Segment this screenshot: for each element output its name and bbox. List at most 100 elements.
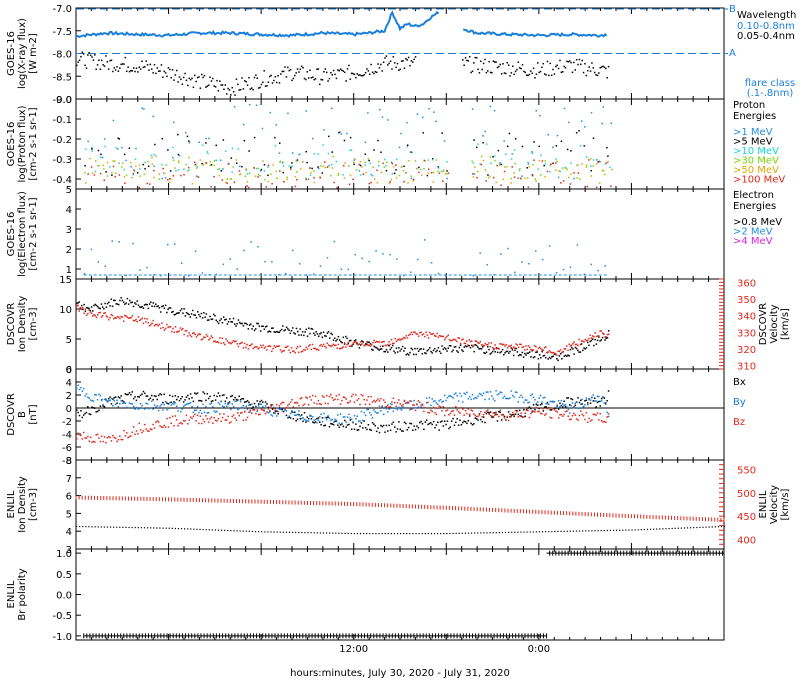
dscovr-b-point (550, 400, 553, 403)
dscovr-velocity-point (496, 347, 499, 350)
proton-point (262, 160, 264, 162)
proton-point (87, 140, 89, 143)
dscovr-b-point (225, 419, 228, 421)
dscovr-density-point (295, 327, 298, 330)
dscovr-b-point (350, 418, 353, 421)
dscovr-density-point (247, 328, 250, 330)
dscovr-density-point (311, 328, 314, 330)
proton-point (286, 176, 288, 179)
xray-short-point (405, 58, 407, 60)
proton-point (232, 166, 234, 168)
dscovr-b-point (216, 420, 218, 422)
dscovr-velocity-point (417, 335, 420, 337)
dscovr-b-point (586, 402, 589, 404)
dscovr-b-point (169, 402, 171, 404)
dscovr-b-point (538, 410, 540, 413)
dscovr-b-point (285, 409, 288, 412)
xray-short-point (313, 78, 315, 81)
enlil-density-point (649, 528, 652, 530)
dscovr-velocity-point (272, 347, 274, 350)
proton-point (384, 158, 386, 161)
proton-point (597, 161, 599, 163)
dscovr-density-point (545, 357, 547, 359)
xray-short-point (341, 69, 343, 72)
proton-point (167, 149, 169, 151)
dscovr-velocity-point (264, 346, 267, 348)
dscovr-velocity-point (179, 327, 182, 329)
dscovr-density-point (359, 344, 362, 346)
proton-point (482, 141, 484, 144)
enlil-density-point (359, 532, 362, 535)
dscovr-density-point (146, 303, 148, 306)
dscovr-velocity-tick-label: 310 (737, 362, 756, 373)
proton-point (569, 183, 572, 185)
proton-point (275, 124, 278, 126)
xray-short-point (296, 68, 299, 70)
dscovr-density-y-tick-label: 0 (66, 365, 72, 376)
proton-point (349, 174, 352, 177)
dscovr-velocity-point (607, 333, 610, 335)
dscovr-density-point (98, 307, 100, 309)
dscovr-b-point (596, 412, 599, 414)
proton-point (435, 159, 438, 161)
dscovr-b-point (244, 411, 246, 413)
proton-point (161, 137, 164, 140)
xray-short-point (280, 73, 282, 75)
proton-point (286, 178, 289, 181)
dscovr-b-point (570, 418, 572, 420)
dscovr-density-point (470, 344, 473, 347)
dscovr-velocity-point (109, 316, 111, 319)
dscovr-b-point (291, 410, 293, 412)
dscovr-b-point (346, 402, 349, 404)
dscovr-b-point (567, 415, 570, 417)
proton-point (583, 126, 586, 128)
xray-long-line (75, 10, 440, 39)
proton-point (575, 132, 578, 134)
dscovr-density-point (343, 343, 346, 345)
enlil-density-point (640, 529, 642, 531)
proton-point (442, 180, 444, 182)
dscovr-velocity-point (451, 339, 453, 342)
dscovr-velocity-point (273, 345, 275, 347)
dscovr-velocity-point (225, 338, 227, 340)
enlil-density-point (705, 526, 707, 528)
dscovr-velocity-point (134, 319, 136, 322)
dscovr-b-point (370, 414, 372, 416)
xray-short-point (302, 66, 304, 69)
enlil-density-point (322, 532, 325, 534)
proton-point (114, 175, 116, 178)
enlil-density-point (193, 528, 195, 530)
dscovr-velocity-point (410, 331, 412, 334)
dscovr-b-point (125, 393, 128, 396)
proton-point (141, 107, 143, 109)
dscovr-b-point (284, 407, 286, 410)
dscovr-velocity-point (591, 335, 594, 337)
enlil-density-point (659, 528, 661, 530)
proton-point (540, 154, 542, 156)
xray-short-point (277, 75, 279, 77)
dscovr-b-point (331, 423, 333, 425)
dscovr-b-point (388, 408, 390, 410)
xray-short-point (149, 63, 152, 66)
dscovr-density-point (205, 313, 208, 315)
proton-point (562, 180, 565, 182)
dscovr-density-point (273, 331, 275, 333)
xray-short-point (174, 74, 177, 76)
proton-point (337, 172, 340, 175)
dscovr-b-point (342, 416, 345, 418)
dscovr-b-point (214, 419, 217, 422)
dscovr-velocity-point (282, 350, 284, 352)
enlil-density-point (88, 526, 90, 528)
xray-short-point (345, 80, 347, 82)
dscovr-density-point (132, 305, 135, 308)
dscovr-b-point (157, 394, 160, 397)
dscovr-density-point (405, 353, 408, 356)
dscovr-b-point (321, 395, 324, 397)
dscovr-b-point (314, 421, 317, 423)
dscovr-b-point (298, 404, 300, 407)
dscovr-density-point (358, 347, 361, 349)
dscovr-b-point (370, 395, 372, 398)
dscovr-b-point (232, 398, 235, 401)
dscovr-density-point (426, 350, 429, 352)
proton-point (358, 163, 360, 166)
